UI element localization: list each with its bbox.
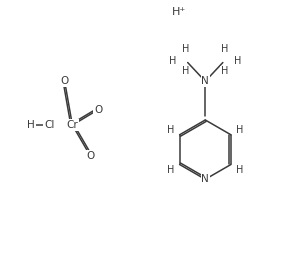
Text: H: H <box>169 56 177 66</box>
Text: Cl: Cl <box>44 120 54 130</box>
Text: H: H <box>167 165 174 175</box>
Text: Cr: Cr <box>67 120 78 130</box>
Text: O: O <box>94 105 102 115</box>
Text: H: H <box>236 165 244 175</box>
Text: H: H <box>182 44 189 54</box>
Text: H: H <box>234 56 241 66</box>
Text: H: H <box>236 125 244 135</box>
Text: H: H <box>221 44 228 54</box>
Text: O: O <box>61 76 69 86</box>
Text: N: N <box>201 174 209 184</box>
Text: N: N <box>201 76 209 86</box>
Text: O: O <box>86 151 94 161</box>
Text: H: H <box>182 67 189 76</box>
Text: H: H <box>221 67 228 76</box>
Text: H: H <box>167 125 174 135</box>
Text: H⁺: H⁺ <box>172 7 187 17</box>
Text: H: H <box>27 120 35 130</box>
